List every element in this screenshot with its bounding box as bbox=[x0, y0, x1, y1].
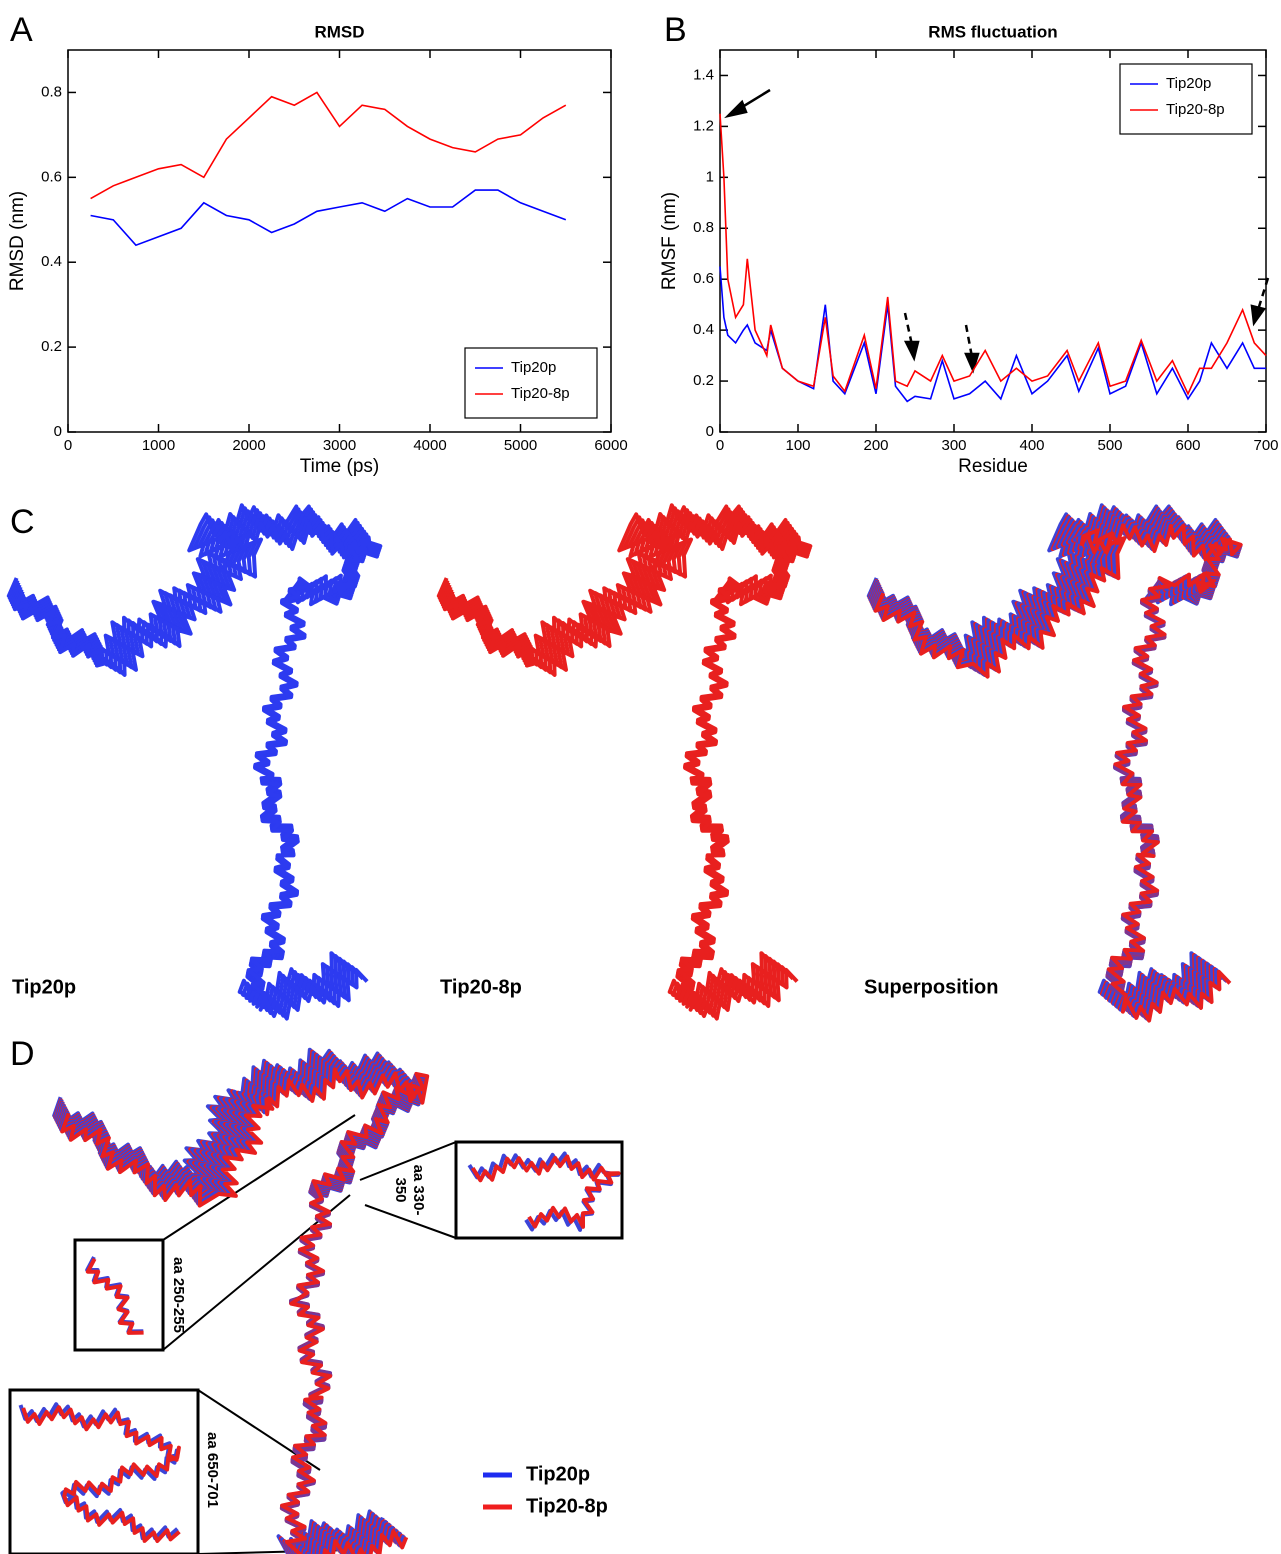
y-tick-label: 0.4 bbox=[693, 321, 714, 338]
arrows bbox=[724, 88, 1270, 374]
panel-label: B bbox=[664, 11, 687, 49]
y-tick-label: 0.8 bbox=[693, 219, 714, 236]
molecule bbox=[873, 523, 1243, 1023]
molecule bbox=[60, 1067, 430, 1554]
y-axis-label: RMSF (nm) bbox=[659, 192, 680, 290]
legend-box bbox=[464, 347, 598, 419]
y-tick-label: 0.2 bbox=[693, 372, 714, 389]
arrow-head bbox=[964, 352, 980, 374]
inset-label: aa 250-255 bbox=[170, 1257, 187, 1333]
structure-label: Superposition bbox=[864, 976, 998, 998]
x-tick-label: 4000 bbox=[413, 437, 446, 454]
x-tick-label: 400 bbox=[1019, 437, 1044, 454]
inset-label: aa 650-701 bbox=[204, 1432, 221, 1508]
legend-d: Tip20p Tip20-8p bbox=[483, 1463, 608, 1517]
connector bbox=[359, 1141, 457, 1181]
molecule bbox=[12, 521, 383, 1021]
x-tick-label: 600 bbox=[1175, 437, 1200, 454]
x-tick-label: 6000 bbox=[594, 437, 627, 454]
molecule bbox=[471, 1154, 621, 1229]
panel-label: C bbox=[10, 503, 35, 541]
y-tick-label: 0.4 bbox=[41, 253, 62, 270]
y-tick-label: 1.4 bbox=[693, 66, 714, 83]
x-axis-label: Residue bbox=[958, 456, 1028, 477]
chart-title: RMS fluctuation bbox=[928, 22, 1057, 41]
molecule bbox=[442, 521, 813, 1021]
legend-label: Tip20p bbox=[526, 1463, 590, 1485]
y-tick-label: 0.8 bbox=[41, 83, 62, 100]
x-tick-label: 1000 bbox=[142, 437, 175, 454]
y-axis-label: RMSD (nm) bbox=[7, 191, 28, 291]
legend-box bbox=[1119, 63, 1253, 135]
molecule bbox=[85, 1257, 144, 1335]
x-tick-label: 500 bbox=[1097, 437, 1122, 454]
inset-label: aa 330- bbox=[410, 1165, 427, 1216]
series-line bbox=[719, 266, 1266, 403]
legend-label: Tip20-8p bbox=[511, 385, 570, 402]
series-line bbox=[719, 113, 1267, 396]
y-tick-label: 0 bbox=[706, 423, 714, 440]
arrow bbox=[964, 324, 974, 358]
plot-frame bbox=[719, 49, 1267, 433]
connector bbox=[162, 1114, 356, 1241]
structure-label: Tip20p bbox=[12, 976, 76, 998]
connector bbox=[364, 1204, 457, 1239]
x-tick-label: 700 bbox=[1253, 437, 1278, 454]
x-tick-label: 5000 bbox=[504, 437, 537, 454]
panel-label: A bbox=[10, 11, 33, 49]
y-tick-label: 0 bbox=[54, 423, 62, 440]
y-tick-label: 0.6 bbox=[693, 270, 714, 287]
y-tick-label: 0.2 bbox=[41, 338, 62, 355]
x-tick-label: 0 bbox=[64, 437, 72, 454]
x-tick-label: 0 bbox=[716, 437, 724, 454]
x-tick-label: 3000 bbox=[323, 437, 356, 454]
y-tick-label: 1 bbox=[706, 168, 714, 185]
arrow-head bbox=[903, 340, 920, 362]
inset-label: 350 bbox=[392, 1177, 409, 1202]
legend-label: Tip20-8p bbox=[1166, 101, 1225, 118]
legend-label: Tip20p bbox=[511, 359, 556, 376]
chart-title: RMSD bbox=[314, 22, 364, 41]
x-tick-label: 2000 bbox=[232, 437, 265, 454]
x-axis-label: Time (ps) bbox=[300, 456, 380, 477]
series-line bbox=[90, 91, 567, 200]
molecule bbox=[21, 1405, 181, 1543]
x-tick-label: 200 bbox=[863, 437, 888, 454]
x-tick-label: 100 bbox=[785, 437, 810, 454]
y-tick-label: 0.6 bbox=[41, 168, 62, 185]
arrow bbox=[903, 312, 914, 346]
arrow-head bbox=[724, 99, 748, 119]
arrow-head bbox=[1250, 304, 1267, 327]
legend-label: Tip20-8p bbox=[526, 1495, 608, 1517]
y-tick-label: 1.2 bbox=[693, 117, 714, 134]
x-tick-label: 300 bbox=[941, 437, 966, 454]
legend-label: Tip20p bbox=[1166, 75, 1211, 92]
panel-label: D bbox=[10, 1035, 35, 1073]
structure-label: Tip20-8p bbox=[440, 976, 522, 998]
series-line bbox=[90, 189, 567, 247]
